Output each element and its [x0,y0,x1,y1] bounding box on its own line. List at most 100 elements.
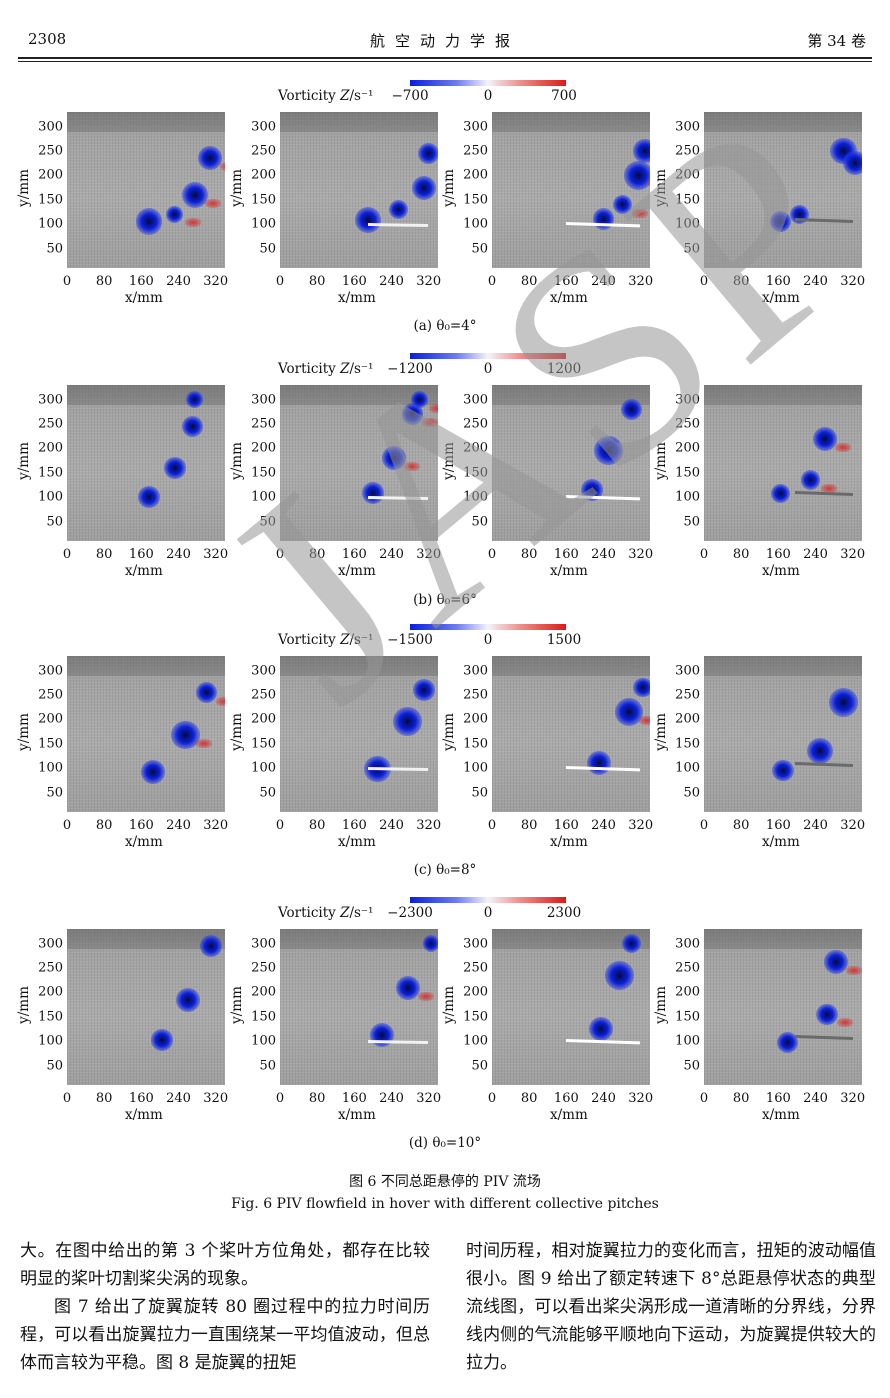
vortex-marker [393,707,423,737]
paragraph: 图 7 给出了旋翼旋转 80 圈过程中的拉力时间历程，可以看出旋翼拉力一直围绕某… [20,1297,430,1373]
y-tick-label: 250 [251,143,276,159]
x-tick-label: 320 [628,1091,654,1106]
body-column-right: 时间历程，相对旋翼拉力的变化而言，扭矩的波动幅值很小。图 9 给出了额定转速下 … [466,1237,876,1377]
y-axis-title: y/mm [440,442,457,480]
x-tick-label: 240 [379,818,404,833]
y-tick-label: 150 [463,736,488,752]
y-tick-label: 100 [38,216,63,232]
x-tick-label: 80 [732,274,750,289]
x-tick-label: 320 [628,547,654,562]
y-axis-title: y/mm [228,713,245,751]
piv-panel [67,656,225,812]
y-tick-label: 300 [675,936,700,952]
x-tick-label: 240 [591,547,616,562]
y-tick-label: 50 [46,241,63,256]
y-tick-label: 100 [463,216,488,232]
y-tick-label: 300 [251,936,276,952]
vortex-marker [362,482,384,505]
vortex-marker [151,1029,174,1051]
vortex-marker [612,195,632,215]
positive-vorticity-region [648,179,650,189]
positive-vorticity-region [632,208,649,218]
y-tick-label: 300 [463,392,488,408]
x-axis-title: x/mm [338,1107,376,1123]
y-tick-label: 150 [38,1009,63,1025]
x-axis-title: x/mm [762,290,800,306]
x-tick-label: 240 [803,1091,828,1106]
positive-vorticity-region [820,484,837,494]
x-tick-label: 160 [553,1091,579,1106]
x-tick-label: 80 [308,818,326,833]
positive-vorticity-region [429,403,438,413]
y-tick-label: 250 [38,687,63,703]
y-tick-label: 100 [675,760,700,776]
x-tick-label: 320 [203,547,229,562]
y-tick-label: 150 [675,1009,700,1025]
vortex-marker [589,1016,614,1041]
vortex-marker [586,751,611,776]
colorbar-label: Vorticity Z/s⁻¹ [278,88,374,104]
y-axis-title: y/mm [228,986,245,1024]
x-tick-label: 0 [62,547,72,562]
colorbar-tick: 0 [483,632,493,648]
positive-vorticity-region [837,1018,854,1028]
vortex-marker [769,210,792,233]
colorbar [410,80,566,86]
x-tick-label: 320 [203,818,229,833]
vortex-marker [381,446,406,471]
y-tick-label: 300 [38,936,63,952]
y-tick-label: 100 [675,216,700,232]
y-axis-title: y/mm [15,713,32,751]
x-tick-label: 320 [840,274,866,289]
x-tick-label: 0 [487,274,497,289]
x-tick-label: 240 [803,818,828,833]
y-tick-label: 150 [675,736,700,752]
y-tick-label: 50 [471,241,488,256]
y-tick-label: 250 [463,143,488,159]
vortex-marker [413,679,435,701]
vortex-marker [417,142,438,165]
y-tick-label: 200 [38,984,63,1000]
y-tick-label: 150 [38,465,63,481]
piv-panel [704,656,862,812]
x-tick-label: 320 [416,274,442,289]
piv-panel [280,929,438,1085]
colorbar-label: Vorticity Z/s⁻¹ [278,632,374,648]
positive-vorticity-region [184,218,201,228]
vortex-marker [824,950,849,975]
colorbar-tick: −2300 [387,905,433,921]
paragraph: 大。在图中给出的第 3 个桨叶方位角处，都存在比较明显的桨叶切割桨尖涡的现象。 [20,1241,430,1289]
x-tick-label: 0 [487,1091,497,1106]
y-tick-label: 50 [46,1058,63,1073]
y-tick-label: 150 [463,1009,488,1025]
x-tick-label: 80 [95,1091,113,1106]
y-tick-label: 250 [463,687,488,703]
y-axis-title: y/mm [652,169,669,207]
x-axis-title: x/mm [550,834,588,850]
x-tick-label: 240 [379,274,404,289]
y-tick-label: 50 [683,514,700,529]
vortex-marker [412,175,437,200]
y-tick-label: 300 [251,119,276,135]
x-tick-label: 240 [803,547,828,562]
vortex-marker [812,426,837,451]
y-tick-label: 100 [675,1033,700,1049]
y-tick-label: 150 [675,192,700,208]
subfigure-caption: (d) θ₀=10° [408,1135,482,1151]
y-tick-label: 150 [463,465,488,481]
x-tick-label: 240 [591,1091,616,1106]
x-axis-title: x/mm [125,563,163,579]
y-tick-label: 150 [251,192,276,208]
vortex-marker [171,720,200,750]
vortex-marker [593,436,623,466]
y-tick-label: 300 [251,392,276,408]
vortex-marker [166,205,184,223]
x-tick-label: 80 [308,547,326,562]
y-axis-title: y/mm [440,986,457,1024]
positive-vorticity-region [220,162,225,172]
x-tick-label: 80 [308,274,326,289]
positive-vorticity-region [846,966,862,976]
positive-vorticity-region [422,418,438,428]
y-axis-title: y/mm [15,169,32,207]
colorbar-tick: −700 [391,88,429,104]
